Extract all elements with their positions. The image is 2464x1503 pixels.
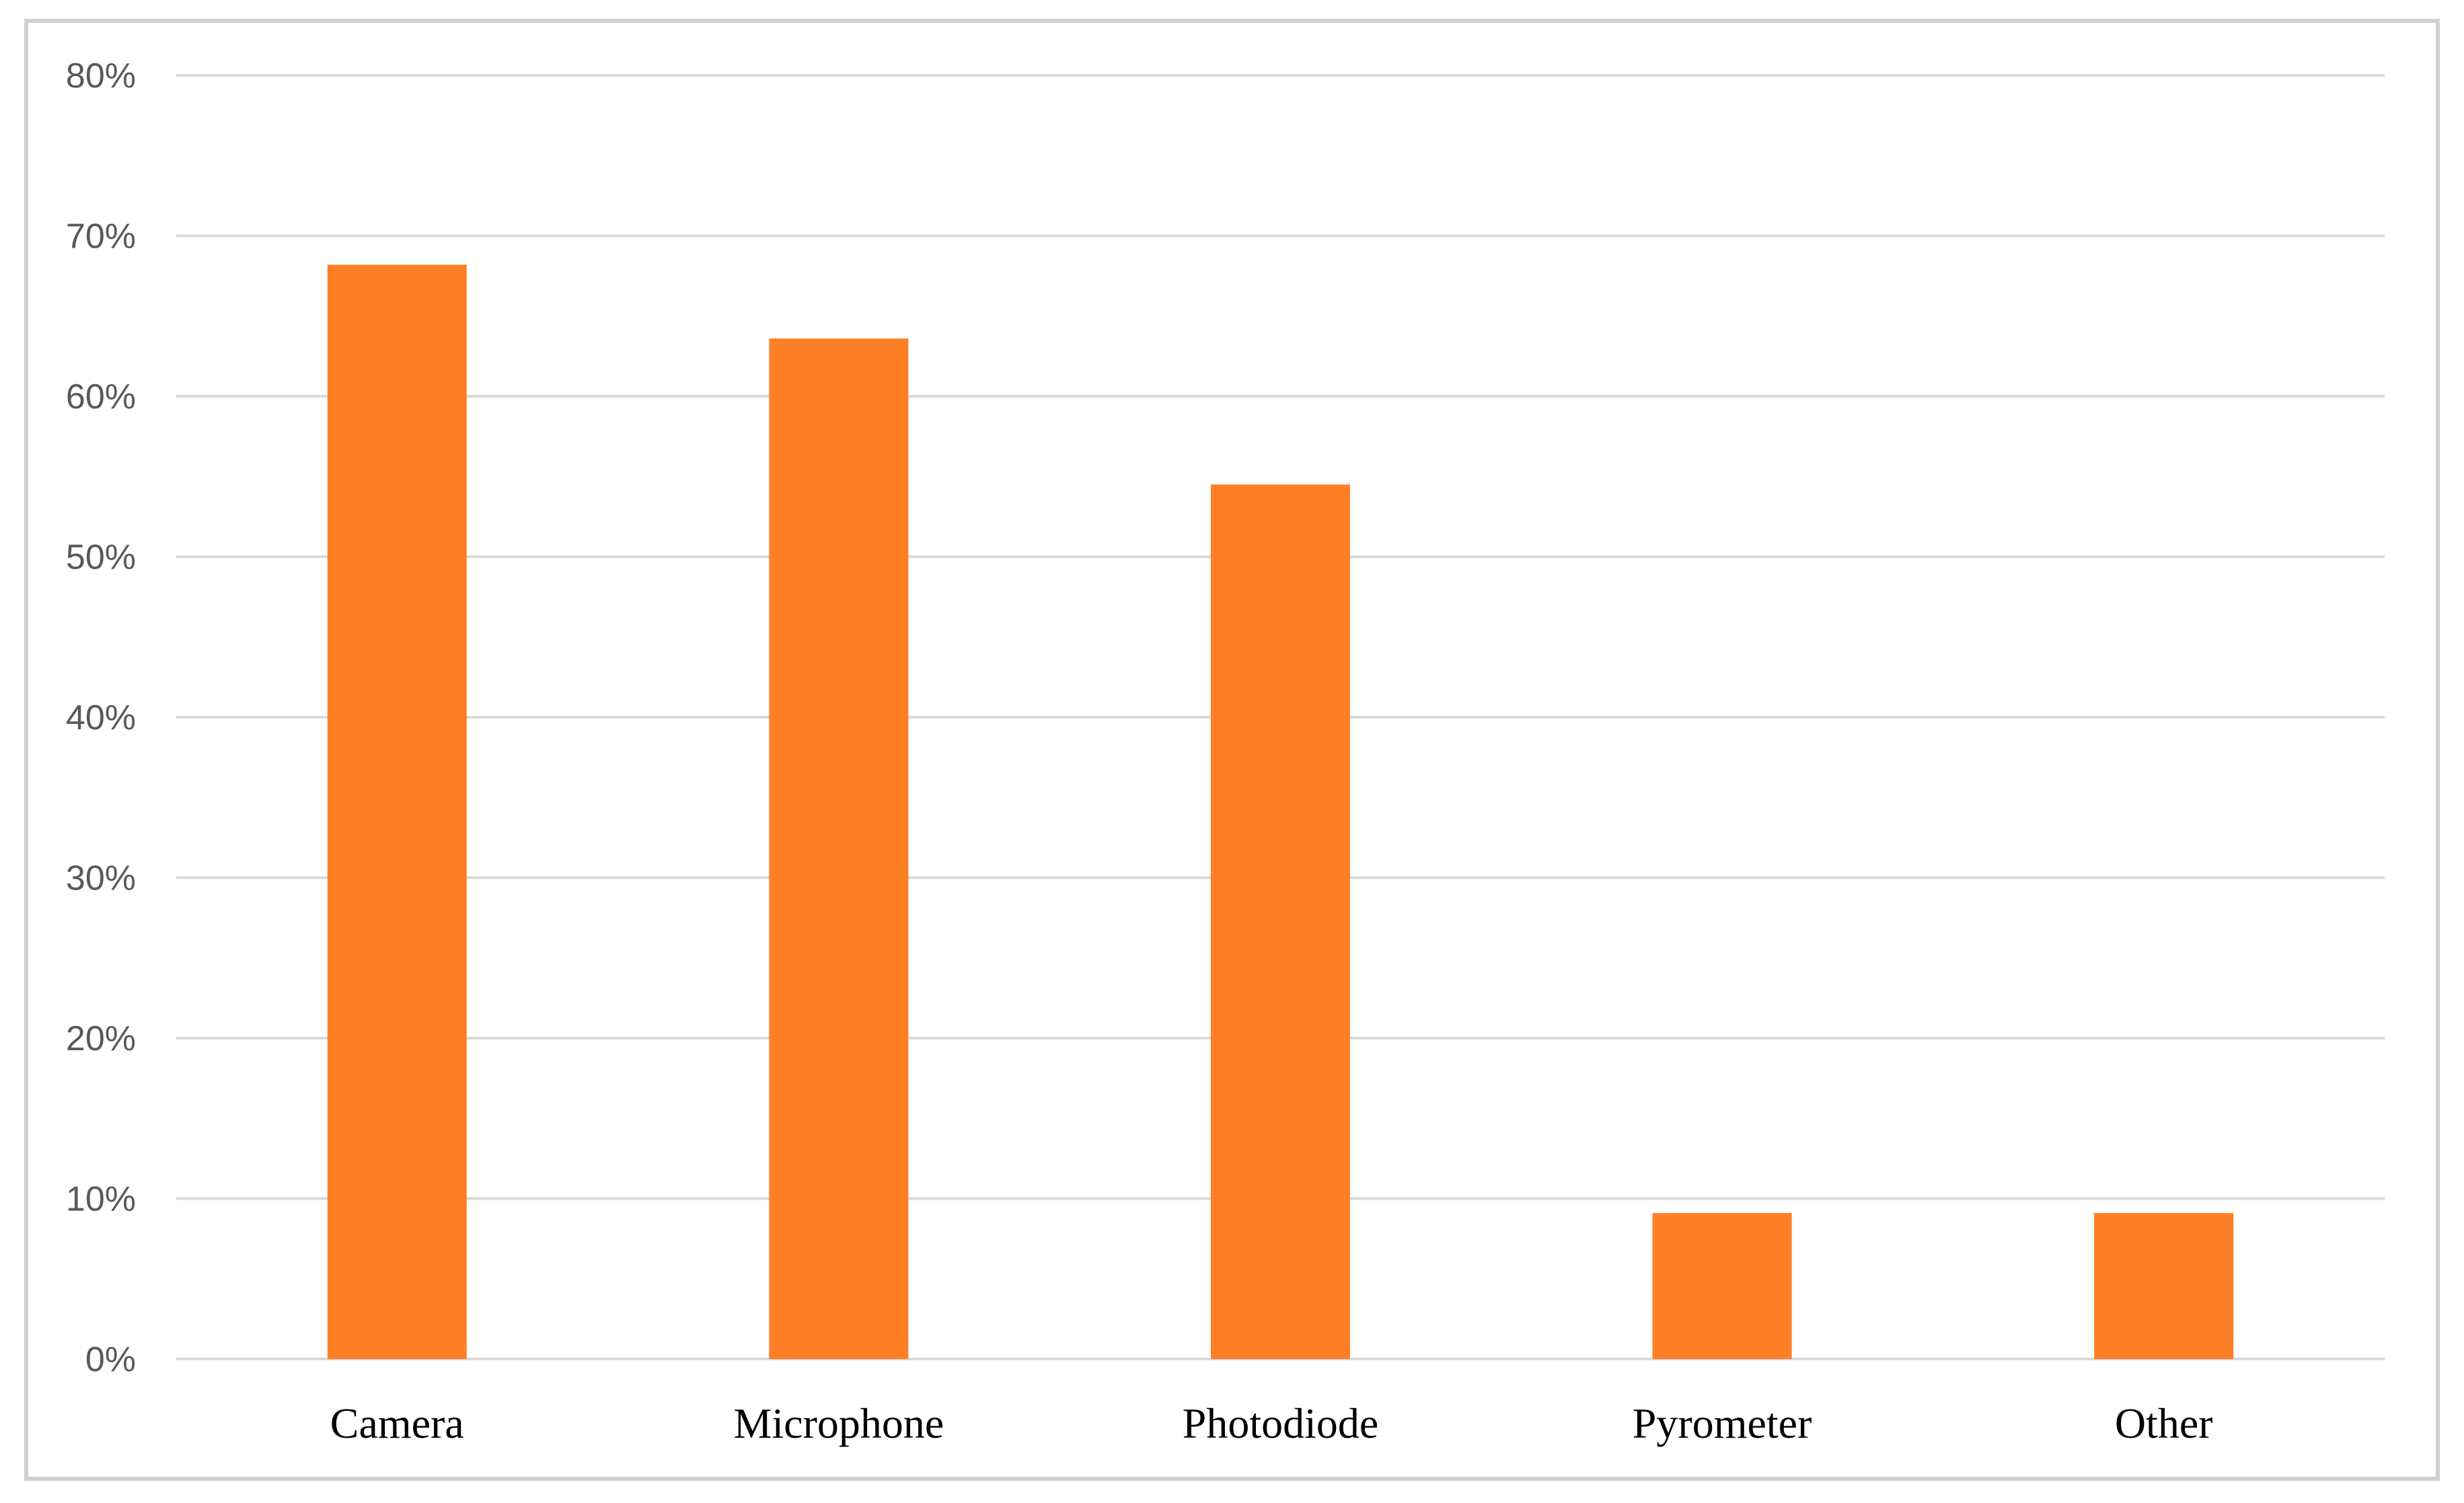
x-tick-label: Photodiode [1183,1399,1379,1447]
y-axis-ticks: 0% 10% 20% 30% 40% 50% 60% 70% 80% [66,57,136,1379]
x-tick-label: Pyrometer [1633,1399,1812,1447]
y-tick-label: 40% [66,698,136,737]
bar-photodiode [1211,484,1350,1359]
y-tick-label: 70% [66,217,136,256]
bar-pyrometer [1652,1212,1792,1359]
y-tick-label: 0% [85,1340,136,1379]
bars [327,264,2234,1360]
y-tick-label: 60% [66,377,136,416]
bar-camera [327,264,467,1360]
x-tick-label: Microphone [733,1399,944,1447]
x-tick-label: Other [2115,1399,2213,1447]
y-tick-label: 30% [66,859,136,898]
bar-other [2094,1212,2234,1359]
y-tick-label: 80% [66,57,136,96]
y-tick-label: 20% [66,1019,136,1058]
y-tick-label: 10% [66,1180,136,1219]
bar-microphone [769,338,909,1359]
y-tick-label: 50% [66,538,136,577]
x-tick-label: Camera [330,1399,464,1447]
x-axis-ticks: Camera Microphone Photodiode Pyrometer Other [330,1399,2213,1447]
